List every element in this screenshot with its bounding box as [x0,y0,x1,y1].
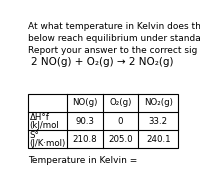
Text: Report your answer to the correct sig figs.: Report your answer to the correct sig fi… [28,46,200,55]
Text: S°: S° [30,131,40,140]
Text: below reach equilibrium under standard state conditions.: below reach equilibrium under standard s… [28,34,200,43]
Text: ΔH°f: ΔH°f [30,113,50,122]
Text: At what temperature in Kelvin does the reaction shown: At what temperature in Kelvin does the r… [28,22,200,31]
Text: O₂(g): O₂(g) [109,98,132,107]
Text: 33.2: 33.2 [149,117,168,126]
Text: 210.8: 210.8 [72,135,97,144]
Text: 2 NO(g) + O₂(g) → 2 NO₂(g): 2 NO(g) + O₂(g) → 2 NO₂(g) [31,57,174,67]
Text: (kJ/mol: (kJ/mol [30,120,59,129]
Text: Temperature in Kelvin =: Temperature in Kelvin = [28,156,137,165]
Text: (J/K·mol): (J/K·mol) [30,139,66,148]
Text: 0: 0 [118,117,123,126]
Text: 90.3: 90.3 [75,117,94,126]
Text: NO₂(g): NO₂(g) [144,98,173,107]
Text: NO(g): NO(g) [72,98,97,107]
Text: 205.0: 205.0 [108,135,133,144]
Text: 240.1: 240.1 [146,135,171,144]
